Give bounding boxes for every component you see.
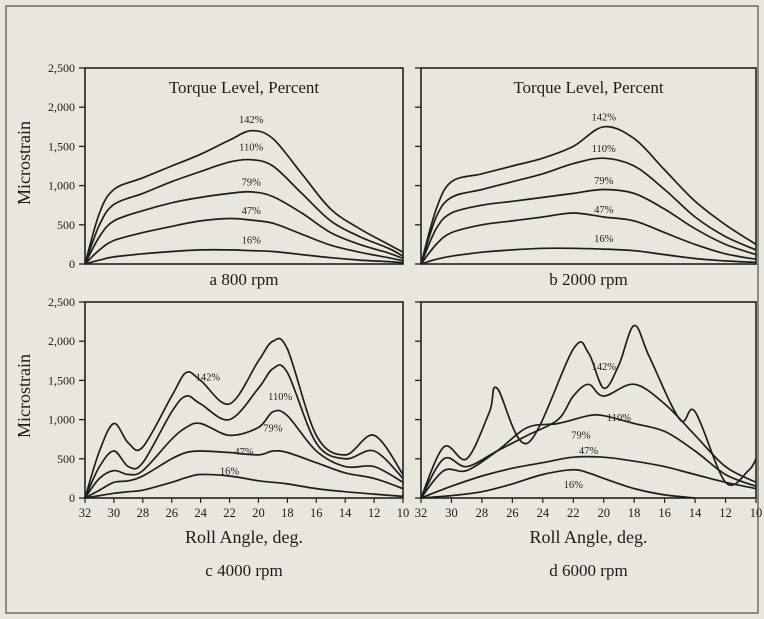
series-label: 142% [196,372,221,383]
series-label: 16% [594,234,614,245]
series-label: 79% [263,423,283,434]
x-tick-label: 10 [397,506,410,520]
x-tick-label: 16 [310,506,323,520]
series-label: 47% [242,206,262,217]
panel-b: 142% 110% 79% 47% 16% Torque Level, Percent b … [415,67,757,289]
x-tick-label: 16 [658,506,671,520]
series-line-47pct [84,217,404,265]
y-tick-label: 1,500 [48,373,75,387]
y-tick-label: 2,000 [48,100,75,114]
plot-frame [84,67,404,265]
x-tick-label: 32 [79,506,92,520]
series-line-142pct [84,337,404,499]
y-tick-label: 2,000 [48,334,75,348]
series-label: 79% [571,430,591,441]
series-line-142pct [420,324,757,499]
series-label: 79% [594,176,614,187]
series-line-16pct [84,473,404,499]
y-tick-label: 1,000 [48,413,75,427]
x-tick-label: 24 [194,506,207,520]
y-tick-label: 1,500 [48,139,75,153]
x-tick-label: 22 [567,506,580,520]
series-line-16pct [84,248,404,265]
series-label: 16% [220,466,240,477]
series-line-47pct [420,455,757,499]
series-label: 79% [242,178,262,189]
series-label: 47% [594,205,614,216]
x-tick-label: 20 [597,506,610,520]
series-line-110pct [420,157,757,265]
x-tick-label: 30 [108,506,121,520]
x-tick-label: 30 [445,506,458,520]
series-line-16pct [420,468,696,499]
x-tick-label: 20 [252,506,265,520]
series-label: 142% [591,113,616,124]
x-axis-label: Roll Angle, deg. [185,527,303,547]
y-axis-label-bottom: Microstrain [14,354,34,438]
panel-caption: c 4000 rpm [205,561,282,580]
series-label: 16% [242,236,262,247]
panels-group: 2,500 2,000 1,500 1,000 500 0 142% 110% 79% 47% 16… [48,61,762,580]
series-label: 16% [564,480,584,491]
x-tick-label: 28 [476,506,489,520]
x-tick-label: 18 [628,506,641,520]
panel-d: 32 30 28 26 24 22 20 18 16 14 12 10142%110%79%47%16… [415,301,763,580]
series-line-47pct [420,212,757,265]
panel-caption: a 800 rpm [210,270,279,289]
x-tick-label: 22 [223,506,236,520]
x-tick-label: 28 [137,506,150,520]
series-line-110pct [84,158,404,265]
plot-frame [84,301,404,499]
plot-frame [420,301,757,499]
y-tick-label: 2,500 [48,61,75,75]
plot-frame [420,67,757,265]
x-tick-label: 10 [750,506,763,520]
series-label: 110% [268,392,292,403]
series-line-110pct [420,383,757,499]
panel-caption: b 2000 rpm [549,270,627,289]
panel-c: 2,500 2,000 1,500 1,000 500 0 32 30 28 26 24 22 20 18… [48,295,409,580]
x-tick-label: 12 [368,506,381,520]
series-label: 110% [239,142,263,153]
panel-caption: d 6000 rpm [549,561,627,580]
series-line-79pct [84,409,404,499]
x-axis-label: Roll Angle, deg. [530,527,648,547]
x-tick-label: 24 [537,506,550,520]
y-tick-label: 500 [57,218,75,232]
series-line-142pct [420,125,757,265]
series-line-16pct [420,247,757,265]
x-tick-label: 14 [339,506,352,520]
series-line-142pct [84,129,404,265]
y-tick-label: 0 [69,257,75,271]
y-tick-label: 500 [57,452,75,466]
x-tick-label: 32 [415,506,428,520]
y-tick-label: 0 [69,491,75,505]
series-label: 47% [579,446,599,457]
inset-title: Torque Level, Percent [513,78,664,97]
series-label: 142% [239,115,264,126]
series-label: 47% [234,447,254,458]
series-line-47pct [84,449,404,499]
series-label: 110% [592,144,616,155]
x-tick-label: 26 [165,506,178,520]
inset-title: Torque Level, Percent [169,78,320,97]
series-line-110pct [84,364,404,499]
figure-frame [5,5,759,614]
series-line-79pct [84,190,404,265]
panel-a: 2,500 2,000 1,500 1,000 500 0 142% 110% 79% 47% 16… [48,61,404,289]
y-axis-label-top: Microstrain [14,121,34,205]
y-tick-label: 2,500 [48,295,75,309]
series-line-79pct [420,188,757,265]
series-line-79pct [420,413,757,499]
x-tick-label: 12 [719,506,732,520]
y-tick-label: 1,000 [48,179,75,193]
series-label: 142% [591,362,616,373]
x-tick-label: 14 [689,506,702,520]
x-tick-label: 18 [281,506,294,520]
x-tick-label: 26 [506,506,519,520]
